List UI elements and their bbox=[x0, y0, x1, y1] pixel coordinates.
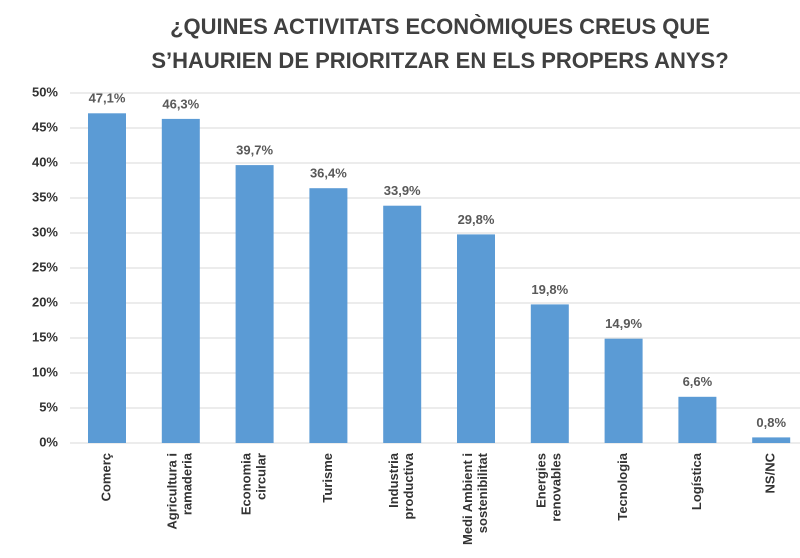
value-label: 0,8% bbox=[756, 415, 786, 430]
value-label: 46,3% bbox=[162, 96, 199, 111]
x-tick-label: Energies bbox=[534, 453, 549, 508]
bar bbox=[678, 396, 717, 443]
y-tick-label: 30% bbox=[32, 224, 58, 239]
bar bbox=[752, 437, 791, 443]
x-tick-label: circular bbox=[254, 453, 269, 500]
y-tick-label: 15% bbox=[32, 329, 58, 344]
bar bbox=[530, 304, 569, 443]
x-tick-label: Economia bbox=[239, 452, 254, 515]
value-label: 36,4% bbox=[310, 166, 347, 181]
bar bbox=[161, 118, 200, 444]
x-tick-label: Logística bbox=[689, 452, 704, 510]
bar bbox=[88, 113, 126, 444]
y-tick-label: 40% bbox=[32, 154, 58, 169]
x-tick-label: ramaderia bbox=[180, 452, 195, 515]
x-tick-label: productiva bbox=[401, 452, 416, 519]
x-tick-label: Medi Ambient i bbox=[460, 453, 475, 545]
x-tick-label: renovables bbox=[549, 453, 564, 522]
bar bbox=[235, 165, 274, 443]
x-tick-label: sostenibilitat bbox=[475, 452, 490, 533]
value-label: 39,7% bbox=[236, 143, 273, 158]
y-tick-label: 5% bbox=[39, 399, 58, 414]
y-tick-label: 0% bbox=[39, 434, 58, 449]
y-tick-label: 25% bbox=[32, 259, 58, 274]
value-label: 19,8% bbox=[531, 282, 568, 297]
y-tick-label: 20% bbox=[32, 294, 58, 309]
y-tick-label: 10% bbox=[32, 364, 58, 379]
bar bbox=[457, 234, 495, 443]
chart-title: ¿QUINES ACTIVITATS ECONÒMIQUES CREUS QUE bbox=[170, 14, 710, 39]
x-tick-label: NS/NC bbox=[763, 452, 778, 493]
y-tick-label: 45% bbox=[32, 119, 58, 134]
y-tick-label: 50% bbox=[32, 84, 58, 99]
value-label: 33,9% bbox=[384, 183, 421, 198]
chart-title: S’HAURIEN DE PRIORITZAR EN ELS PROPERS A… bbox=[151, 48, 728, 73]
bar bbox=[309, 188, 348, 443]
x-tick-label: Turisme bbox=[320, 453, 335, 503]
value-label: 14,9% bbox=[605, 316, 642, 331]
bar bbox=[383, 205, 422, 443]
x-tick-label: Industria bbox=[386, 452, 401, 508]
y-tick-label: 35% bbox=[32, 189, 58, 204]
x-tick-label: Tecnologia bbox=[615, 452, 630, 520]
x-tick-label: Comerç bbox=[98, 453, 113, 501]
value-label: 6,6% bbox=[683, 374, 713, 389]
value-label: 47,1% bbox=[89, 91, 126, 106]
value-label: 29,8% bbox=[458, 212, 495, 227]
x-tick-label: Agricultura i bbox=[165, 453, 180, 530]
bar bbox=[604, 338, 643, 443]
